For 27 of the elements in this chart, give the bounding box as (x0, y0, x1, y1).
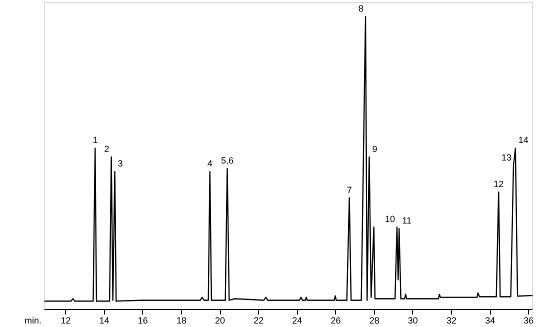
x-tick-label: 22 (254, 316, 264, 326)
annotation: 12 (494, 179, 504, 190)
annotation: 2 (104, 144, 110, 154)
x-tick-label: 18 (176, 316, 186, 326)
x-tick-label: 28 (369, 316, 380, 326)
annotation: 1 (92, 135, 98, 146)
x-tick-label: 26 (330, 316, 341, 326)
x-tick-label: 34 (485, 316, 496, 326)
x-tick-label: 20 (215, 316, 226, 326)
annotation: 7 (346, 184, 352, 195)
annotation: 3 (118, 158, 123, 169)
x-tick-label: 32 (446, 316, 456, 326)
annotation: 4 (207, 158, 212, 169)
annotation: 14 (518, 135, 528, 146)
x-tick-label: 16 (138, 316, 148, 326)
annotation: 5,6 (220, 156, 234, 166)
x-tick-label: 14 (99, 316, 110, 326)
annotation: 10 (384, 214, 395, 224)
x-tick-label: 36 (524, 316, 534, 326)
annotation: 8 (358, 4, 364, 14)
annotation: 9 (372, 144, 378, 154)
annotation: 13 (501, 152, 512, 163)
x-axis-title: min. (24, 316, 42, 326)
annotation: 11 (402, 216, 412, 226)
x-tick-label: 24 (292, 316, 302, 326)
x-tick-label: 12 (60, 316, 71, 326)
x-tick-label: 30 (408, 316, 418, 326)
